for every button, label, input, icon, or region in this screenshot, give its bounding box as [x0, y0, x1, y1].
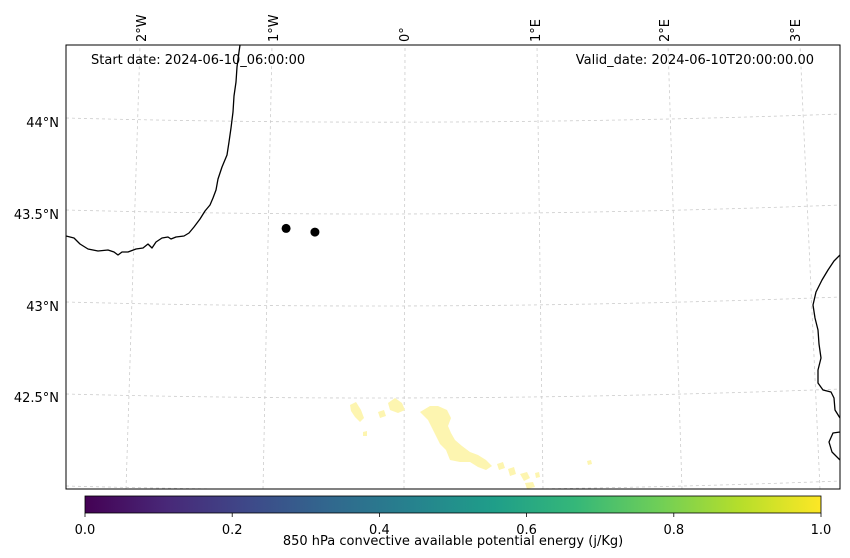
cape-patch: [363, 431, 367, 436]
gridline-43n: [66, 296, 840, 307]
station-points: [281, 223, 320, 237]
lon-tick-label: 1°E: [529, 19, 544, 42]
lat-tick-label: 43°N: [26, 300, 59, 315]
lon-tick-label: 2°W: [135, 14, 150, 42]
lon-tick-label: 3°E: [789, 19, 804, 42]
cape-patch: [378, 410, 386, 418]
map-panel: Start date: 2024-06-10_06:00:00 Valid_da…: [65, 44, 841, 490]
gridline-42n: [66, 480, 840, 489]
gridline-1e: [536, 45, 544, 489]
colorbar-tick-label: 0.4: [369, 523, 390, 538]
cape-patch: [388, 398, 405, 413]
colorbar: 0.0 0.2 0.4 0.6 0.8 1.0 850 hPa convective av…: [75, 495, 832, 549]
gridline-0: [403, 45, 406, 489]
start-date-label: Start date: 2024-06-10_06:00:00: [91, 53, 305, 68]
mediterranean-coast-south: [828, 431, 840, 461]
lat-tick-label: 42.5°N: [14, 391, 59, 406]
lat-tick-labels: 44°N 43.5°N 43°N 42.5°N: [14, 116, 59, 406]
colorbar-label: 850 hPa convective available potential e…: [283, 534, 623, 549]
lon-tick-label: 1°W: [267, 14, 282, 42]
gridlines: [66, 45, 840, 489]
lon-tick-labels: 2°W 1°W 0° 1°E 2°E 3°E: [135, 14, 804, 42]
colorbar-ramp: [84, 495, 822, 514]
station-point: [281, 223, 291, 233]
cape-patch: [350, 402, 364, 422]
cape-patch: [520, 472, 530, 481]
lat-tick-label: 43.5°N: [14, 208, 59, 223]
colorbar-tick-label: 0.6: [516, 523, 537, 538]
cape-patch: [497, 462, 505, 470]
cape-patch: [508, 467, 516, 476]
gridline-44n: [66, 113, 840, 123]
gridline-43-5n: [66, 204, 840, 215]
mediterranean-coast: [812, 254, 840, 419]
colorbar-tick-label: 0.8: [663, 523, 684, 538]
cape-patch: [525, 482, 535, 489]
lat-tick-label: 44°N: [26, 116, 59, 131]
map-frame: [65, 44, 841, 490]
cape-patch: [587, 460, 592, 465]
gridline-3e: [799, 45, 821, 489]
cape-field: [350, 398, 592, 489]
colorbar-tick-label: 0.0: [75, 523, 96, 538]
colorbar-tick-label: 0.2: [222, 523, 243, 538]
atlantic-coast: [66, 45, 241, 256]
coastlines: [66, 45, 840, 461]
gridline-42-5n: [66, 388, 840, 399]
cape-patch: [535, 472, 540, 478]
colorbar-ticks: 0.0 0.2 0.4 0.6 0.8 1.0: [75, 513, 832, 538]
colorbar-tick-label: 1.0: [811, 523, 832, 538]
valid-date-label: Valid_date: 2024-06-10T20:00:00.00: [576, 53, 814, 68]
gridline-2w: [125, 45, 141, 489]
station-point: [310, 227, 320, 237]
gridline-2e: [667, 45, 683, 489]
lon-tick-label: 2°E: [658, 19, 673, 42]
map-background: [66, 45, 840, 489]
gridline-1w: [262, 45, 273, 489]
cape-patch: [420, 406, 492, 470]
lon-tick-label: 0°: [398, 27, 413, 42]
